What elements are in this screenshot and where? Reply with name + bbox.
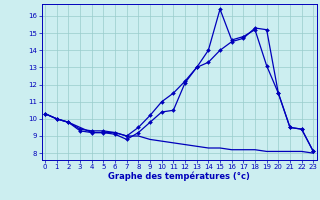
X-axis label: Graphe des températures (°c): Graphe des températures (°c) xyxy=(108,172,250,181)
